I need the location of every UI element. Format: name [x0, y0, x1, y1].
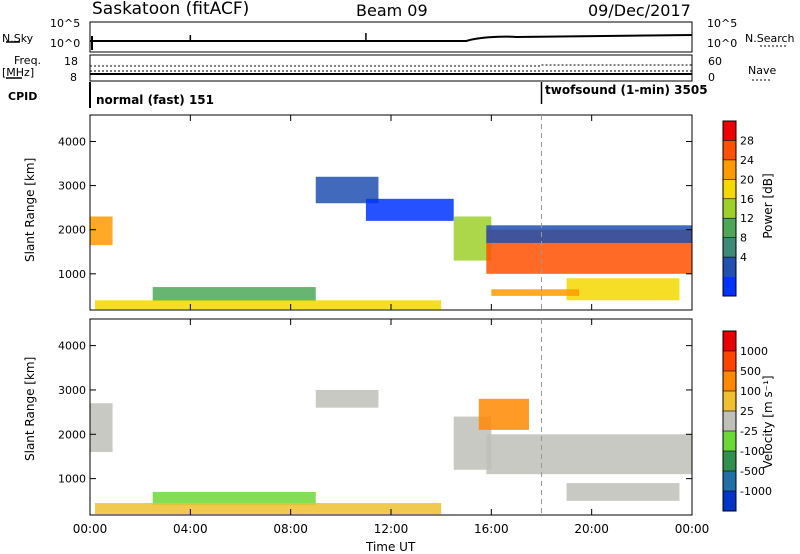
power-region: [152, 287, 316, 302]
nsearch-tick-high: 10^5: [707, 17, 738, 30]
cpid-label: CPID: [8, 90, 38, 103]
power-colorbar-swatch: [723, 218, 736, 238]
velocity-colorbar-swatch: [723, 371, 736, 391]
power-region: [453, 216, 492, 261]
velocity-colorbar-frame: [722, 330, 737, 512]
velocity-region: [315, 389, 379, 408]
velocity-colorbar-swatch: [723, 391, 736, 411]
velocity-ytick-label: 2000: [58, 428, 86, 441]
power-colorbar-tick-label: 20: [740, 173, 754, 186]
beam-title: Beam 09: [356, 1, 428, 20]
power-colorbar-swatch: [723, 237, 736, 258]
power-colorbar-tick-label: 4: [740, 251, 747, 264]
freq-panel-frame: [89, 54, 693, 82]
velocity-region: [152, 491, 316, 506]
power-ytick-label: 4000: [58, 135, 86, 148]
time-tick-label: 08:00: [273, 522, 308, 536]
nave-tick-low: 0: [708, 71, 715, 84]
power-region: [90, 216, 113, 246]
power-region: [486, 225, 692, 243]
power-colorbar-tick-label: 28: [740, 134, 754, 147]
time-axis-title: Time UT: [366, 540, 416, 554]
velocity-colorbar-tick-label: -1000: [740, 485, 772, 498]
power-colorbar-tick-label: 24: [740, 154, 754, 167]
velocity-region: [566, 483, 680, 501]
time-tick-label: 00:00: [73, 522, 108, 536]
velocity-colorbar-tick-label: 500: [740, 365, 761, 378]
freq-tick-low: 8: [70, 71, 77, 84]
velocity-region: [90, 403, 113, 453]
power-colorbar-tick-label: 16: [740, 193, 754, 206]
power-region: [491, 289, 580, 296]
nsearch-label: N.Search: [745, 32, 795, 45]
cpid-mode-twofsound: twofsound (1-min) 3505: [545, 83, 708, 97]
power-colorbar-swatch: [723, 198, 736, 219]
nsky-tick-high: 10^5: [50, 17, 81, 30]
velocity-colorbar-swatch: [723, 451, 736, 471]
power-ytick-label: 1000: [58, 268, 86, 281]
velocity-colorbar-swatch: [723, 331, 736, 351]
time-tick-label: 04:00: [173, 522, 208, 536]
velocity-colorbar-tick-label: 100: [740, 385, 761, 398]
velocity-region: [478, 398, 529, 430]
power-ytick-label: 2000: [58, 224, 86, 237]
cpid-mode-normal: normal (fast) 151: [96, 93, 214, 107]
velocity-colorbar-tick-label: -25: [740, 425, 758, 438]
power-ytick-label: 3000: [58, 180, 86, 193]
time-tick-label: 16:00: [474, 522, 509, 536]
nave-tick-high: 60: [708, 55, 722, 68]
power-colorbar-swatch: [723, 140, 736, 160]
nsky-trace: [90, 34, 693, 42]
nsearch-tick-low: 10^0: [707, 37, 738, 50]
nsky-label: N.Sky: [2, 32, 34, 45]
nsky-tick-low: 10^0: [50, 37, 81, 50]
velocity-region: [486, 434, 692, 475]
power-colorbar-swatch: [723, 159, 736, 180]
time-tick-label: 12:00: [374, 522, 409, 536]
power-colorbar-tick-label: 12: [740, 212, 754, 225]
power-colorbar-swatch: [723, 276, 736, 296]
velocity-region: [95, 503, 442, 515]
velocity-colorbar-tick-label: 1000: [740, 345, 768, 358]
freq-label: Freq.: [14, 54, 42, 67]
velocity-ytick-label: 4000: [58, 340, 86, 353]
velocity-colorbar-swatch: [723, 411, 736, 431]
velocity-colorbar-swatch: [723, 351, 736, 371]
velocity-colorbar-tick-label: -100: [740, 445, 765, 458]
station-title: Saskatoon (fitACF): [92, 0, 250, 19]
power-region: [365, 198, 454, 221]
velocity-colorbar-swatch: [723, 471, 736, 491]
nave-label: Nave: [748, 64, 777, 77]
power-colorbar-swatch: [723, 179, 736, 199]
power-colorbar-tick-label: 8: [740, 232, 747, 245]
power-region: [566, 278, 680, 301]
velocity-colorbar-tick-label: 25: [740, 405, 754, 418]
velocity-colorbar-swatch: [723, 491, 736, 511]
freq-tick-high: 18: [64, 55, 78, 68]
velocity-colorbar-tick-label: -500: [740, 465, 765, 478]
power-colorbar-frame: [722, 120, 737, 297]
time-tick-label: 00:00: [675, 522, 710, 536]
freq-unit: [MHz]: [2, 66, 35, 79]
velocity-ytick-label: 3000: [58, 384, 86, 397]
power-colorbar-swatch: [723, 121, 736, 141]
power-region: [95, 300, 442, 310]
velocity-colorbar-swatch: [723, 431, 736, 451]
nsky-panel-frame: [89, 21, 693, 53]
velocity-ytick-label: 1000: [58, 473, 86, 486]
time-tick-label: 20:00: [574, 522, 609, 536]
power-colorbar-swatch: [723, 257, 736, 277]
date-title: 09/Dec/2017: [588, 1, 691, 20]
